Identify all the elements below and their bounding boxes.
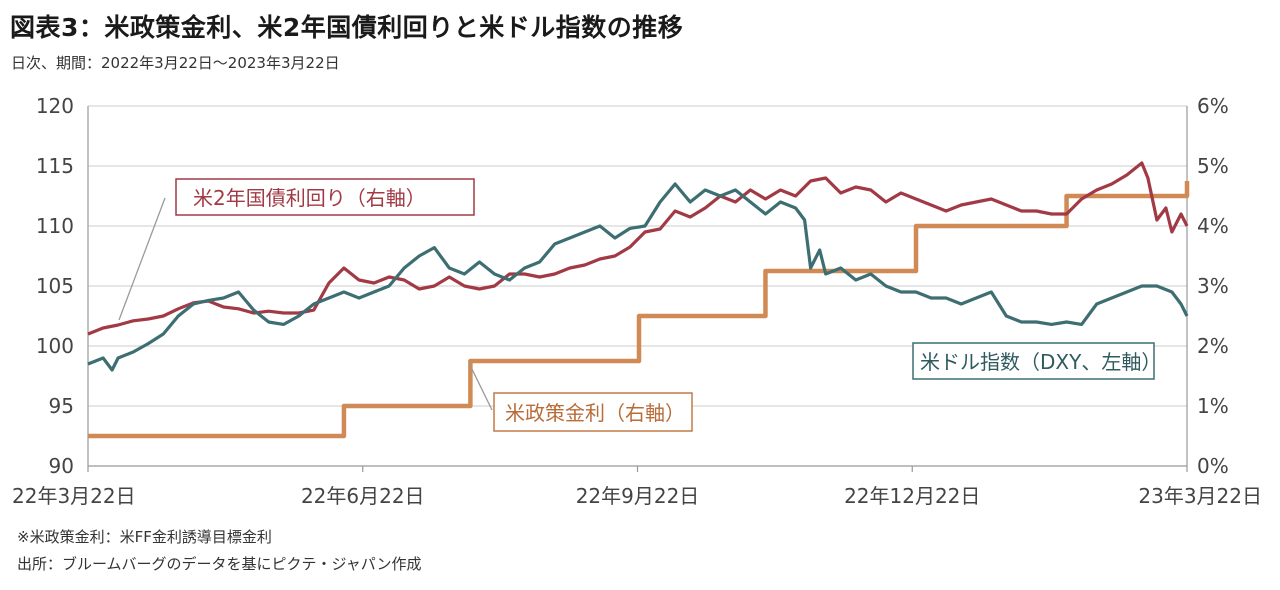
x-tick-label: 23年3月22日	[1138, 484, 1262, 508]
footnote-source: 出所：ブルームバーグのデータを基にピクテ・ジャパン作成	[17, 555, 422, 573]
y-tick-label-left: 110	[36, 214, 74, 238]
policy-annotation-leader	[469, 364, 493, 411]
policy-annotation-label: 米政策金利（右軸）	[505, 401, 685, 425]
chart-subtitle: 日次、期間：2022年3月22日～2023年3月22日	[11, 54, 340, 72]
policy-annotation-box	[493, 392, 693, 432]
yield-annotation-box	[175, 178, 475, 216]
y-tick-label-left: 95	[49, 394, 74, 418]
y-tick-label-left: 120	[36, 94, 74, 118]
footnote-definition: ※米政策金利：米FF金利誘導目標金利	[17, 528, 272, 546]
x-tick-label: 22年12月22日	[844, 484, 980, 508]
y-ticks-right: 0% 1% 2% 3% 4% 5% 6%	[1197, 94, 1229, 478]
series-line-us-2y-yield	[87, 161, 1189, 336]
series-line-dxy	[87, 182, 1189, 372]
x-ticks: 22年3月22日 22年6月22日 22年9月22日 22年12月22日 23年3月22…	[12, 466, 1262, 508]
y-tick-label-right: 0%	[1197, 454, 1229, 478]
y-tick-label-right: 5%	[1197, 154, 1229, 178]
y-ticks-left: 90 95 100 105 110 115 120	[36, 94, 74, 478]
series-layer	[87, 161, 1190, 439]
x-tick-label: 22年6月22日	[301, 484, 425, 508]
y-tick-label-left: 105	[36, 274, 74, 298]
x-tick-label: 22年9月22日	[576, 484, 700, 508]
dxy-annotation-label: 米ドル指数（DXY、左軸）	[920, 350, 1161, 374]
dxy-annotation-box	[912, 342, 1155, 380]
chart-title: 図表3：米政策金利、米2年国債利回りと米ドル指数の推移	[10, 13, 684, 42]
x-tick-label: 22年3月22日	[12, 484, 136, 508]
y-tick-label-right: 1%	[1197, 394, 1229, 418]
y-tick-label-right: 2%	[1197, 334, 1229, 358]
y-tick-label-right: 3%	[1197, 274, 1229, 298]
y-tick-label-left: 115	[36, 154, 74, 178]
y-tick-label-right: 6%	[1197, 94, 1229, 118]
annotations: 米2年国債利回り（右軸） 米政策金利（右軸） 米ドル指数（DXY、左軸）	[118, 178, 1161, 432]
y-tick-label-right: 4%	[1197, 214, 1229, 238]
yield-annotation-leader	[118, 197, 166, 321]
yield-annotation-label: 米2年国債利回り（右軸）	[193, 186, 426, 210]
y-tick-label-left: 100	[36, 334, 74, 358]
y-tick-label-left: 90	[49, 454, 74, 478]
series-line-policy-rate	[88, 181, 1190, 439]
